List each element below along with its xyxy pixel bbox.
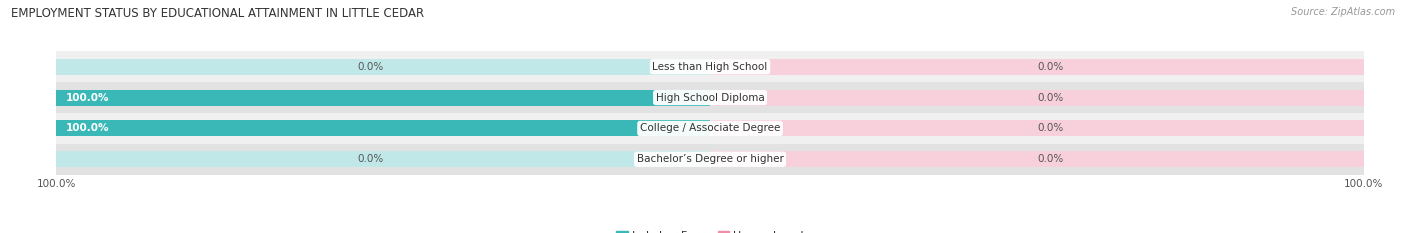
Bar (710, 59, 1364, 75)
Text: 100.0%: 100.0% (66, 123, 110, 134)
Text: Bachelor’s Degree or higher: Bachelor’s Degree or higher (637, 154, 783, 164)
Bar (56, 151, 710, 167)
Bar (710, 151, 1364, 167)
Bar (56, 144, 1364, 175)
Bar (56, 82, 1364, 113)
Bar (56, 89, 710, 106)
Text: 0.0%: 0.0% (1038, 154, 1063, 164)
Text: 0.0%: 0.0% (357, 62, 382, 72)
Text: 0.0%: 0.0% (1038, 93, 1063, 103)
Text: 100.0%: 100.0% (66, 93, 110, 103)
Bar (56, 120, 710, 137)
Bar (56, 51, 1364, 82)
Legend: In Labor Force, Unemployed: In Labor Force, Unemployed (612, 227, 808, 233)
Text: 0.0%: 0.0% (1038, 62, 1063, 72)
Bar (710, 89, 1364, 106)
Text: EMPLOYMENT STATUS BY EDUCATIONAL ATTAINMENT IN LITTLE CEDAR: EMPLOYMENT STATUS BY EDUCATIONAL ATTAINM… (11, 7, 425, 20)
Text: Less than High School: Less than High School (652, 62, 768, 72)
Bar (56, 89, 710, 106)
Text: Source: ZipAtlas.com: Source: ZipAtlas.com (1291, 7, 1395, 17)
Text: 0.0%: 0.0% (357, 154, 382, 164)
Text: High School Diploma: High School Diploma (655, 93, 765, 103)
Text: College / Associate Degree: College / Associate Degree (640, 123, 780, 134)
Bar (56, 59, 710, 75)
Bar (710, 120, 1364, 137)
Bar (56, 120, 710, 137)
Bar (56, 113, 1364, 144)
Text: 0.0%: 0.0% (1038, 123, 1063, 134)
